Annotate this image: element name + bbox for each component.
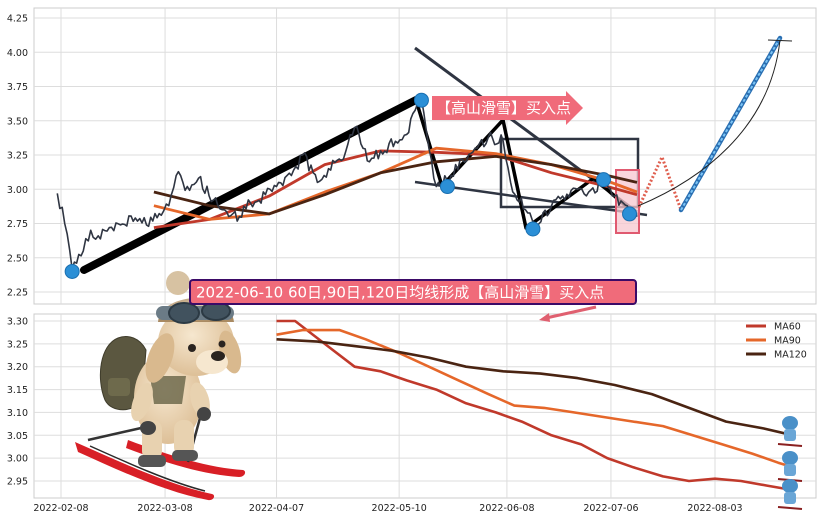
bottom-callout-text: 2022-06-10 60日,90日,120日均线形成【高山滑雪】买入点 xyxy=(196,284,604,302)
price-y-tick-label: 3.25 xyxy=(7,151,28,162)
ma-line-ma90 xyxy=(276,328,794,469)
callout-arrow-shape xyxy=(432,91,583,125)
crossover-pointer xyxy=(539,305,597,322)
pivot-dot xyxy=(439,179,455,195)
uptrend-line xyxy=(80,96,420,274)
price-panel xyxy=(33,7,817,305)
pivot-dot xyxy=(596,172,612,188)
legend-label-ma90: MA90 xyxy=(774,336,801,347)
price-y-ticks: 2.25 2.50 2.75 3.00 3.25 3.50 3.75 4.00 4.25 xyxy=(7,14,28,299)
x-tick-label: 2022-07-06 xyxy=(583,503,638,514)
forecast-rise-inner xyxy=(680,37,781,211)
legend: MA60 MA90 MA120 xyxy=(746,322,807,361)
callout-text: 【高山滑雪】买入点 xyxy=(436,99,571,117)
price-y-tick-label: 2.25 xyxy=(7,288,28,299)
ma-y-tick-label: 3.25 xyxy=(7,339,28,350)
mini-skier-3 xyxy=(777,479,803,510)
pivot-dot xyxy=(525,221,541,237)
pointer-shaft xyxy=(545,305,597,320)
legend-label-ma60: MA60 xyxy=(774,322,801,333)
ma-lines xyxy=(276,319,794,492)
x-tick-label: 2022-03-08 xyxy=(137,503,192,514)
price-y-tick-label: 2.75 xyxy=(7,219,28,230)
legend-label-ma120: MA120 xyxy=(774,350,807,361)
price-y-tick-label: 3.75 xyxy=(7,82,28,93)
pivot-dot xyxy=(64,263,80,279)
price-ma60-line xyxy=(153,149,638,229)
mini-skier-1 xyxy=(777,416,803,447)
skier-dog-illustration xyxy=(75,271,246,501)
ma-y-tick-label: 3.10 xyxy=(7,408,28,419)
pointer-head xyxy=(539,313,550,322)
pivot-points xyxy=(64,92,638,279)
ma-y-tick-label: 3.20 xyxy=(7,362,28,373)
forecast-zigzag xyxy=(637,155,683,211)
ma-y-tick-label: 3.05 xyxy=(7,431,28,442)
pivot-dot xyxy=(413,92,429,108)
x-tick-label: 2022-04-07 xyxy=(249,503,304,514)
target-cap xyxy=(767,39,793,42)
pivot-dot xyxy=(622,206,638,222)
price-y-tick-label: 2.50 xyxy=(7,253,28,264)
ma-line-ma120 xyxy=(276,338,794,437)
ma-y-tick-label: 3.15 xyxy=(7,385,28,396)
bottom-callout-box xyxy=(189,279,637,305)
buy-point-callout: 【高山滑雪】买入点 xyxy=(432,91,583,125)
x-tick-label: 2022-05-10 xyxy=(372,503,427,514)
mini-skier-icons xyxy=(777,416,803,510)
price-grid xyxy=(34,8,816,304)
forecast-arc xyxy=(637,39,781,207)
price-y-tick-label: 4.25 xyxy=(7,14,28,25)
price-y-tick-label: 3.50 xyxy=(7,116,28,127)
ma-y-ticks: 2.95 3.00 3.05 3.10 3.15 3.20 3.25 3.30 xyxy=(7,317,28,488)
price-y-tick-label: 3.00 xyxy=(7,185,28,196)
x-tick-label: 2022-06-08 xyxy=(479,503,534,514)
price-line xyxy=(56,98,638,270)
x-ticks: 2022-02-08 2022-03-08 2022-04-07 2022-05-10… xyxy=(33,503,742,514)
ma-line-ma60 xyxy=(276,319,794,492)
bottom-callout: 2022-06-10 60日,90日,120日均线形成【高山滑雪】买入点 xyxy=(189,279,637,305)
x-tick-label: 2022-08-03 xyxy=(687,503,742,514)
x-tick-label: 2022-02-08 xyxy=(33,503,88,514)
price-ma120-line xyxy=(153,155,638,216)
price-y-tick-label: 4.00 xyxy=(7,48,28,59)
ma-y-tick-label: 3.00 xyxy=(7,454,28,465)
ma-y-tick-label: 2.95 xyxy=(7,477,28,488)
ma-y-tick-label: 3.30 xyxy=(7,317,28,328)
